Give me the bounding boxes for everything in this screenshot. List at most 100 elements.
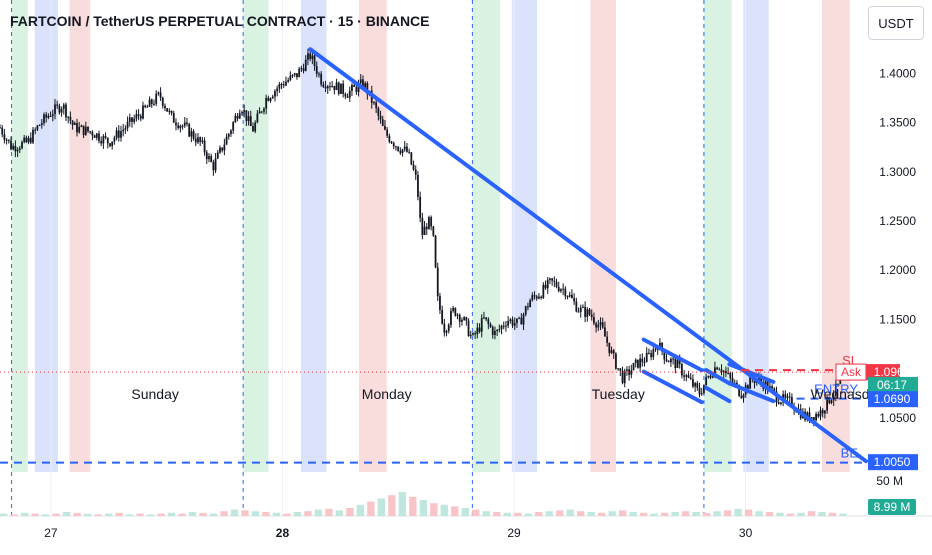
volume-bar <box>283 513 291 516</box>
day-label: Wednasday <box>811 386 885 402</box>
grid-lines <box>0 0 932 517</box>
candle-body <box>128 117 131 122</box>
candle-body <box>155 93 158 104</box>
candle-body <box>7 139 10 141</box>
candle-body <box>498 329 501 331</box>
volume-bar <box>430 503 438 516</box>
candle-body <box>780 402 782 404</box>
candle-body <box>359 79 362 84</box>
candle-body <box>791 397 793 407</box>
candle-body <box>386 129 389 136</box>
volume-bar <box>62 512 71 516</box>
candle-body <box>148 99 151 107</box>
price-tag-value-be: 1.0050 <box>874 455 911 469</box>
candle-body <box>458 314 461 322</box>
candle-body <box>23 137 26 142</box>
candle-body <box>771 386 774 389</box>
candle-body <box>298 68 301 78</box>
candle-body <box>197 137 199 143</box>
candle-body <box>586 309 589 317</box>
candle-body <box>126 121 129 129</box>
candle-body <box>241 112 243 114</box>
candle-body <box>91 131 94 136</box>
candle-body <box>247 116 250 122</box>
price-tag-value-entry: 1.0690 <box>874 392 911 406</box>
candle-body <box>18 148 21 150</box>
candle-body <box>210 156 213 162</box>
candle-body <box>439 296 441 310</box>
candle-body <box>511 319 514 326</box>
candle-body <box>111 141 114 147</box>
candle-body <box>243 110 246 113</box>
candle-body <box>362 79 364 88</box>
candle-body <box>467 320 470 337</box>
candle-body <box>170 110 173 114</box>
candle-body <box>758 377 760 381</box>
candle-body <box>577 311 580 313</box>
volume-bar <box>660 512 669 516</box>
candle-body <box>32 129 34 143</box>
candle-body <box>588 309 591 315</box>
candle-body <box>93 135 96 138</box>
candle-body <box>606 336 609 343</box>
candle-body <box>487 319 490 325</box>
currency-button[interactable]: USDT <box>868 6 924 40</box>
candle-body <box>830 400 833 404</box>
candle-body <box>469 334 472 337</box>
candle-body <box>454 307 457 316</box>
candle-body <box>115 130 118 138</box>
price-tag-last <box>868 376 918 393</box>
candle-body <box>428 217 430 230</box>
candle-body <box>733 382 736 384</box>
candle-body <box>725 371 727 374</box>
candle-body <box>560 289 562 292</box>
candle-body <box>555 281 558 287</box>
volume-bar <box>409 496 417 516</box>
volume-bar <box>472 509 480 516</box>
candle-body <box>480 318 483 332</box>
candle-body <box>65 104 67 118</box>
candle-body <box>681 364 683 376</box>
candle-body <box>373 102 375 104</box>
candle-body <box>434 235 437 268</box>
candle-body <box>821 410 824 414</box>
candle-body <box>766 381 769 391</box>
candle-body <box>388 135 391 142</box>
volume-bar <box>650 513 658 516</box>
volume-bar <box>0 513 8 516</box>
candle-body <box>507 321 510 326</box>
candle-body <box>45 114 48 118</box>
candle-body <box>62 104 65 109</box>
candle-body <box>186 122 188 125</box>
candle-body <box>430 217 433 227</box>
channel-lower <box>704 385 732 404</box>
volume-bar <box>556 510 564 516</box>
candle-body <box>423 226 426 236</box>
candle-body <box>188 124 191 137</box>
candle-body <box>258 111 261 114</box>
candle-body <box>637 359 639 368</box>
candle-body <box>87 126 89 132</box>
candle-body <box>564 288 567 297</box>
volume-bar <box>52 513 60 516</box>
candle-body <box>199 137 202 142</box>
volume-bar <box>524 513 532 516</box>
candle-body <box>117 130 120 138</box>
candle-body <box>397 146 400 151</box>
candle-body <box>784 394 787 398</box>
candle-body <box>410 152 413 165</box>
candle-body <box>357 83 360 92</box>
session-band <box>69 0 91 472</box>
candle-body <box>109 143 111 147</box>
candle-body <box>27 137 30 143</box>
candle-body <box>612 350 615 354</box>
volume-bar <box>346 508 354 516</box>
candle-body <box>742 394 745 399</box>
candle-body <box>648 352 650 354</box>
candle-body <box>815 414 818 421</box>
candle-body <box>645 352 648 362</box>
